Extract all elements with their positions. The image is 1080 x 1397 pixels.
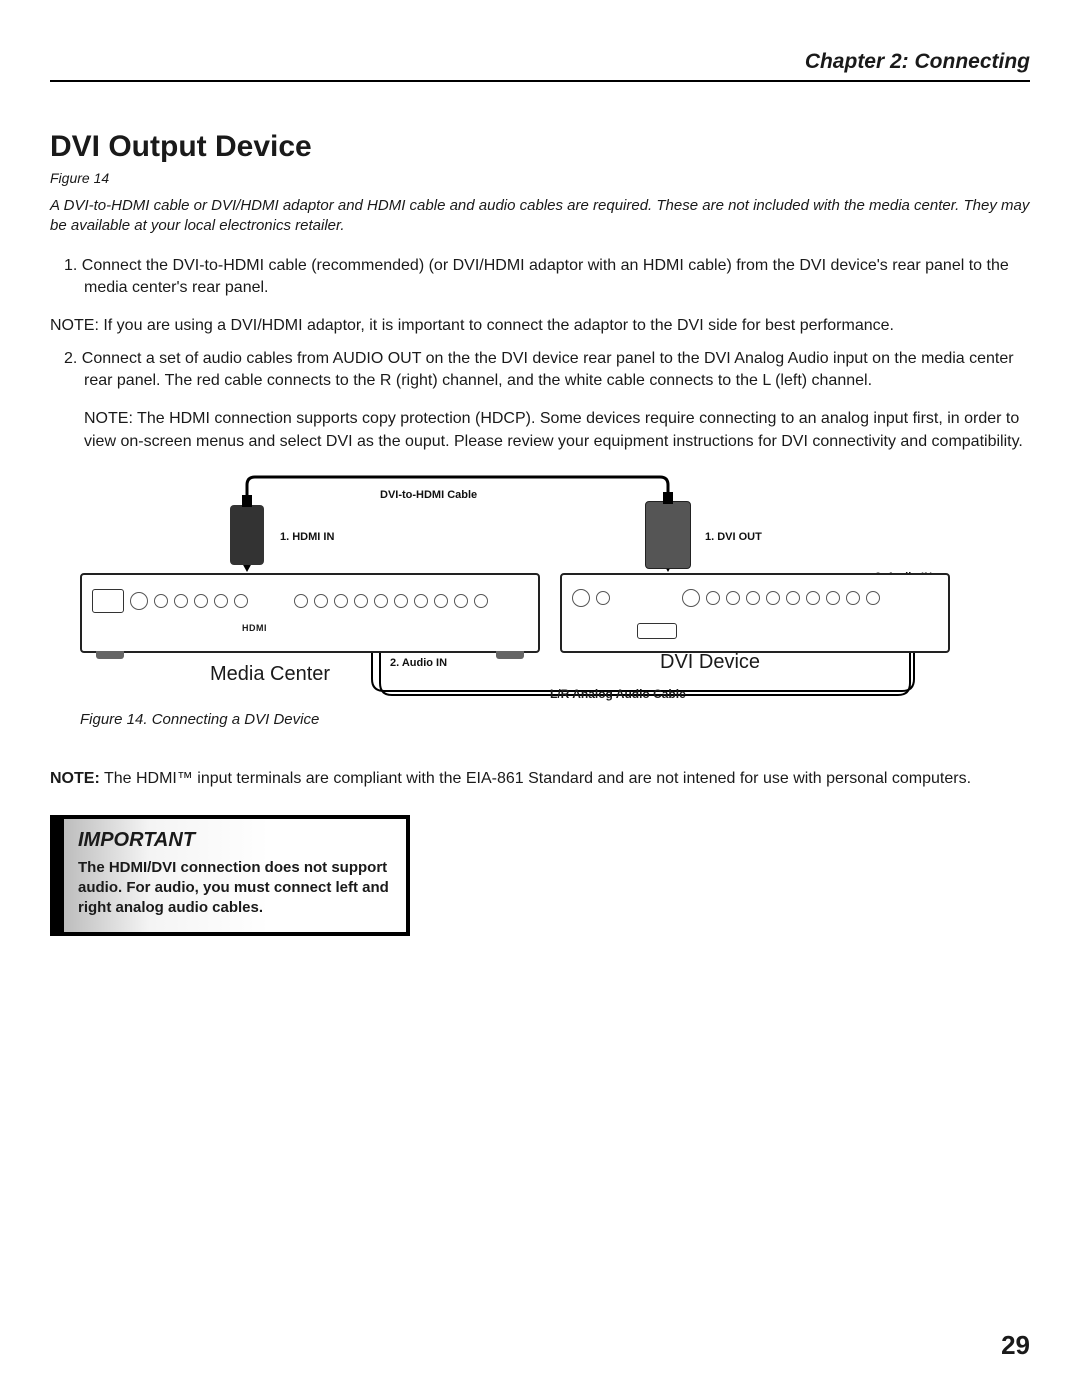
bottom-note-strong: NOTE: bbox=[50, 770, 100, 787]
port-icon bbox=[130, 592, 148, 610]
port-icon bbox=[806, 591, 820, 605]
connection-diagram: DVI-to-HDMI Cable 1. HDMI IN 1. DVI OUT … bbox=[80, 473, 980, 703]
port-icon bbox=[766, 591, 780, 605]
label-dvi-out: 1. DVI OUT bbox=[705, 531, 762, 543]
label-dvi-to-hdmi-cable: DVI-to-HDMI Cable bbox=[380, 489, 477, 501]
important-body: The HDMI/DVI connection does not support… bbox=[78, 858, 392, 919]
port-icon bbox=[746, 591, 760, 605]
figure-caption: Figure 14. Connecting a DVI Device bbox=[80, 711, 980, 728]
dvi-device-ports bbox=[572, 589, 938, 607]
dvi-device bbox=[560, 573, 950, 653]
bottom-note: NOTE: The HDMI™ input terminals are comp… bbox=[50, 768, 1030, 790]
page-title: DVI Output Device bbox=[50, 130, 1030, 164]
port-icon bbox=[334, 594, 348, 608]
port-icon bbox=[294, 594, 308, 608]
step-2: 2. Connect a set of audio cables from AU… bbox=[50, 348, 1030, 393]
port-icon bbox=[414, 594, 428, 608]
port-icon bbox=[174, 594, 188, 608]
port-icon bbox=[314, 594, 328, 608]
dvi-plug-icon bbox=[645, 501, 691, 569]
port-icon bbox=[154, 594, 168, 608]
hdmi-logo-label: HDMI bbox=[242, 623, 267, 633]
intro-note: A DVI-to-HDMI cable or DVI/HDMI adaptor … bbox=[50, 196, 1030, 237]
port-icon bbox=[394, 594, 408, 608]
port-icon bbox=[726, 591, 740, 605]
port-icon bbox=[434, 594, 448, 608]
important-title: IMPORTANT bbox=[78, 829, 392, 852]
steps-list: 1. Connect the DVI-to-HDMI cable (recomm… bbox=[50, 255, 1030, 300]
device-foot-icon bbox=[96, 651, 124, 659]
important-callout: IMPORTANT The HDMI/DVI connection does n… bbox=[50, 815, 410, 937]
port-icon bbox=[374, 594, 388, 608]
figure-reference: Figure 14 bbox=[50, 170, 1030, 186]
media-center-ports bbox=[92, 589, 528, 613]
bottom-note-text: The HDMI™ input terminals are compliant … bbox=[100, 770, 971, 787]
port-icon bbox=[866, 591, 880, 605]
port-icon bbox=[194, 594, 208, 608]
dvi-device-caption: DVI Device bbox=[660, 651, 760, 674]
port-icon bbox=[596, 591, 610, 605]
note-after-step-2: NOTE: The HDMI connection supports copy … bbox=[84, 408, 1030, 453]
label-audio-in-left: 2. Audio IN bbox=[390, 657, 447, 669]
port-icon bbox=[474, 594, 488, 608]
port-icon bbox=[826, 591, 840, 605]
port-icon bbox=[846, 591, 860, 605]
label-hdmi-in: 1. HDMI IN bbox=[280, 531, 334, 543]
device-foot-icon bbox=[496, 651, 524, 659]
step-1: 1. Connect the DVI-to-HDMI cable (recomm… bbox=[50, 255, 1030, 300]
port-icon bbox=[214, 594, 228, 608]
page: Chapter 2: Connecting DVI Output Device … bbox=[0, 0, 1080, 1397]
port-icon bbox=[706, 591, 720, 605]
note-after-step-1: NOTE: If you are using a DVI/HDMI adapto… bbox=[50, 315, 1030, 337]
diagram-container: DVI-to-HDMI Cable 1. HDMI IN 1. DVI OUT … bbox=[80, 473, 980, 728]
port-icon bbox=[234, 594, 248, 608]
hdmi-plug-icon bbox=[230, 505, 264, 565]
steps-list-2: 2. Connect a set of audio cables from AU… bbox=[50, 348, 1030, 393]
port-icon bbox=[682, 589, 700, 607]
media-center-device: HDMI bbox=[80, 573, 540, 653]
dvi-port-icon bbox=[637, 623, 677, 639]
port-icon bbox=[786, 591, 800, 605]
power-socket-icon bbox=[92, 589, 124, 613]
chapter-header: Chapter 2: Connecting bbox=[50, 50, 1030, 82]
port-icon bbox=[454, 594, 468, 608]
port-icon bbox=[572, 589, 590, 607]
media-center-caption: Media Center bbox=[210, 663, 330, 686]
label-lr-audio-cable: L/R Analog Audio Cable bbox=[550, 687, 686, 701]
page-number: 29 bbox=[1001, 1330, 1030, 1361]
port-icon bbox=[354, 594, 368, 608]
